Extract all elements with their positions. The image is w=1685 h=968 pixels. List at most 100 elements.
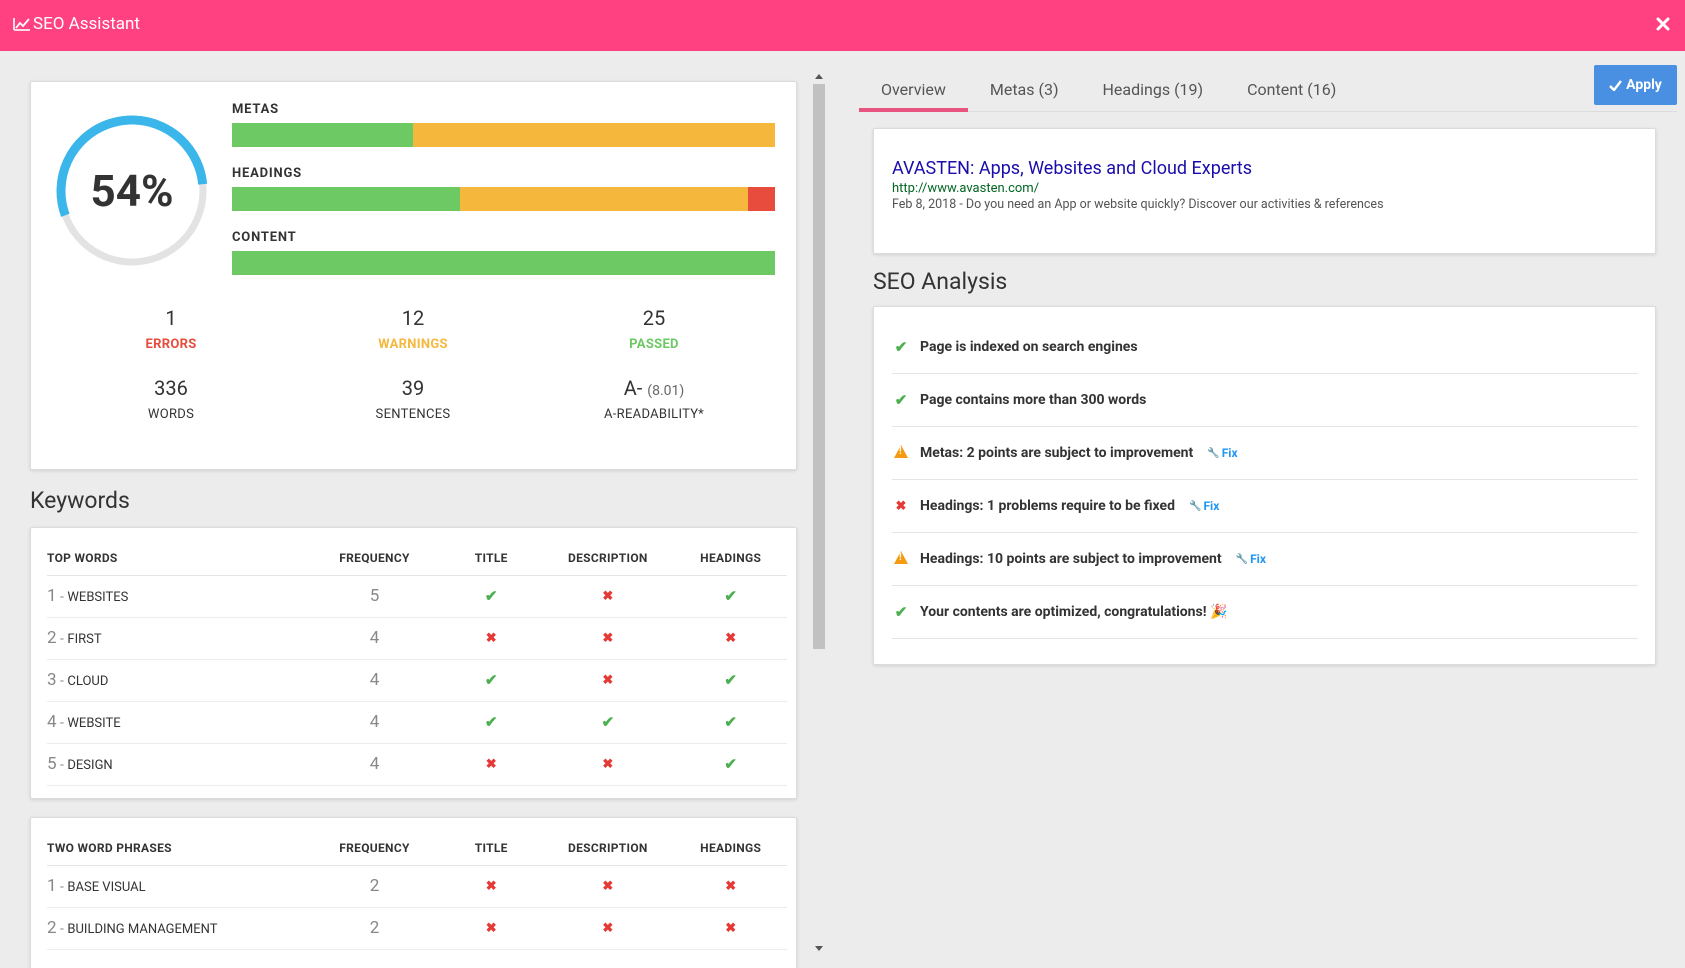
app-brand: SEO Assistant [13,14,140,34]
table-row: 5 - design 4 ✖ ✖ ✔ [47,743,787,786]
column-header[interactable]: DESCRIPTION [541,832,675,866]
title-cell: ✖ [441,743,542,786]
title-cell: ✔ [441,659,542,702]
warnings-count: 12 [401,306,425,330]
analysis-text: Metas: 2 points are subject to improveme… [920,445,1194,461]
words-stat: 336 WORDS [51,376,291,422]
column-header[interactable]: FREQUENCY [307,832,442,866]
wrench-icon: 🔧 [1235,553,1249,565]
errors-label: ERRORS [145,337,197,352]
title-cell: ✔ [441,575,542,618]
score-value: 54% [90,165,174,217]
analysis-item: ✔ Page is indexed on search engines [892,321,1638,374]
keyword-cell: 2 - building management [47,907,308,950]
keyword-rank: 2 [47,918,57,938]
headings-cell: ✖ [674,907,787,950]
tab-overview[interactable]: Overview [859,74,968,112]
words-label: WORDS [147,407,195,422]
check-icon: ✔ [724,755,737,773]
rank-separator: - [56,757,68,773]
serp-description: Feb 8, 2018 - Do you need an App or webs… [892,197,1384,212]
check-icon [1609,79,1623,91]
left-scrollbar[interactable] [812,70,826,955]
keyword-text: websites [67,590,129,605]
keyword-cell: 1 - websites [47,575,308,618]
title-cell: ✔ [441,701,542,744]
column-header[interactable]: HEADINGS [674,542,787,576]
keyword-text: website [67,716,121,731]
analysis-text: Your contents are optimized, congratulat… [920,604,1228,620]
cross-icon: ✖ [725,921,737,936]
frequency-cell: 4 [307,743,442,786]
rank-separator: - [56,631,68,647]
keyword-text: design [67,758,113,773]
passed-count: 25 [642,306,666,330]
scroll-down-arrow[interactable] [815,946,823,951]
serp-url: http://www.avasten.com/ [892,181,1040,196]
tab-bar: Overview Metas (3) Headings (19) Content… [859,74,1677,112]
cross-icon: ✖ [602,757,614,772]
column-header[interactable]: TWO WORD PHRASES [47,832,308,866]
headings-cell: ✔ [674,659,787,702]
metas-bar-label: METAS [232,102,279,117]
cross-icon: ✖ [602,673,614,688]
check-icon: ✔ [484,671,498,689]
cross-icon: ✖ [485,757,497,772]
frequency-cell: 2 [307,907,442,950]
column-header[interactable]: FREQUENCY [307,542,442,576]
check-icon: ✔ [601,713,615,731]
serp-title[interactable]: AVASTEN: Apps, Websites and Cloud Expert… [892,158,1253,179]
column-header[interactable]: TITLE [441,542,542,576]
analysis-text: Page contains more than 300 words [920,392,1147,408]
two-word-table: TWO WORD PHRASES FREQUENCY TITLE DESCRIPTIO… [47,832,787,950]
table-row: 3 - cloud 4 ✔ ✖ ✔ [47,659,787,702]
passed-label: PASSED [629,337,679,352]
tab-content[interactable]: Content (16) [1247,80,1337,99]
check-icon: ✔ [724,587,737,605]
keyword-rank: 3 [47,670,57,690]
cross-icon: ✖ [602,921,614,936]
fix-link[interactable]: 🔧 Fix [1189,499,1219,513]
analysis-text: Page is indexed on search engines [920,339,1138,355]
scroll-up-arrow[interactable] [815,74,823,79]
check-icon: ✔ [724,671,737,689]
fix-link[interactable]: 🔧 Fix [1207,446,1237,460]
column-header[interactable]: HEADINGS [674,832,787,866]
rank-separator: - [56,921,68,937]
keywords-title: Keywords [30,487,130,514]
column-header[interactable]: DESCRIPTION [541,542,675,576]
keyword-cell: 1 - base visual [47,865,308,908]
content-bar-label: CONTENT [232,230,297,245]
cross-icon: ✖ [602,879,614,894]
analysis-item: ✔ Page contains more than 300 words [892,374,1638,427]
close-icon [1656,17,1670,31]
words-count: 336 [154,376,188,400]
cross-icon: ✖ [485,921,497,936]
keyword-rank: 1 [47,876,57,896]
wrench-icon: 🔧 [1188,500,1202,512]
wrench-icon: 🔧 [1207,447,1220,459]
cross-icon: ✖ [602,631,614,646]
apply-label: Apply [1626,77,1662,93]
headings-cell: ✔ [674,743,787,786]
errors-stat: 1 ERRORS [51,306,291,352]
frequency-cell: 4 [307,701,442,744]
column-header[interactable]: TITLE [441,832,542,866]
analysis-item: Metas: 2 points are subject to improveme… [892,427,1638,480]
scroll-thumb[interactable] [813,84,825,649]
warnings-label: WARNINGS [378,337,448,352]
close-button[interactable] [1651,12,1675,36]
apply-button[interactable]: Apply [1594,65,1677,105]
column-header[interactable]: TOP WORDS [47,542,308,576]
bar-segment-green [232,251,775,275]
warning-icon [892,550,910,568]
bar-segment-orange [412,123,775,147]
tab-metas[interactable]: Metas (3) [989,80,1059,99]
app-title: SEO Assistant [33,14,140,34]
tab-headings[interactable]: Headings (19) [1102,80,1204,99]
cross-icon: ✖ [485,631,497,646]
headings-cell: ✔ [674,575,787,618]
warnings-stat: 12 WARNINGS [293,306,533,352]
score-donut-fill [56,115,208,267]
fix-link[interactable]: 🔧 Fix [1236,552,1266,566]
